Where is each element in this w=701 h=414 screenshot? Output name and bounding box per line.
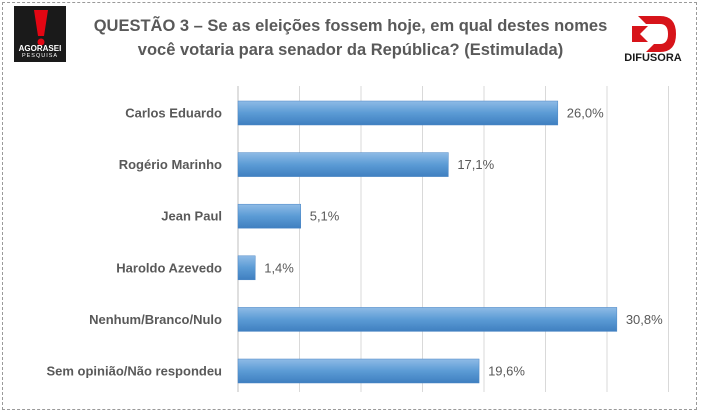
title-line-1: QUESTÃO 3 – Se as eleições fossem hoje, … [93,17,608,35]
bar [237,100,559,126]
bar [237,152,449,177]
data-label: 19,6% [488,364,525,379]
logo-left-subtext: PESQUISA [21,53,59,59]
bar [237,255,256,281]
category-label: Rogério Marinho [119,157,222,172]
bar [237,307,618,332]
title-line-2: você votaria para senador da República? … [137,41,564,59]
bar [237,358,480,384]
logo-right-text: DIFUSORA [624,52,682,64]
category-label: Carlos Eduardo [125,106,222,121]
agorasei-logo [14,6,66,62]
data-label: 1,4% [264,260,294,275]
logo-left-text: AGORASEI [18,44,62,53]
category-label: Jean Paul [161,209,222,224]
bar [237,203,301,229]
data-label: 30,8% [626,312,663,327]
chart-title: QUESTÃO 3 – Se as eleições fossem hoje, … [78,14,623,62]
category-label: Haroldo Azevedo [116,260,222,275]
data-label: 26,0% [567,106,604,121]
difusora-logo [632,16,676,52]
category-label: Nenhum/Branco/Nulo [89,312,222,327]
data-label: 17,1% [457,157,494,172]
data-label: 5,1% [310,209,340,224]
chart-frame [2,2,697,410]
category-label: Sem opinião/Não respondeu [46,364,222,379]
